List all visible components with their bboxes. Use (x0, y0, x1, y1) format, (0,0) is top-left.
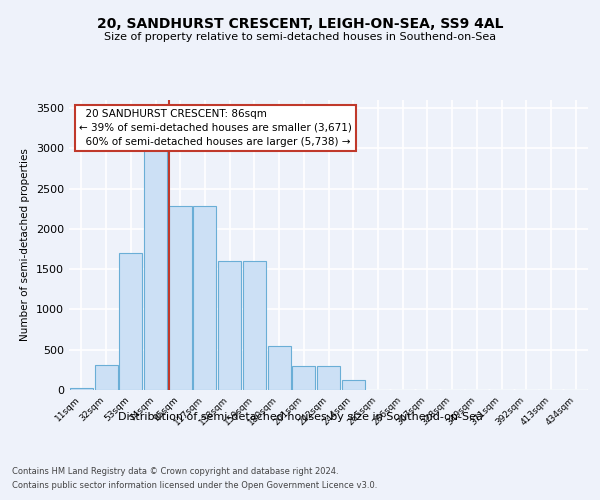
Bar (292, 366, 315, 390)
Text: Size of property relative to semi-detached houses in Southend-on-Sea: Size of property relative to semi-detach… (104, 32, 496, 42)
Bar (317, 366, 340, 390)
Text: Contains public sector information licensed under the Open Government Licence v3: Contains public sector information licen… (12, 481, 377, 490)
Bar (119, 253, 142, 390)
Bar (218, 261, 241, 390)
Text: Distribution of semi-detached houses by size in Southend-on-Sea: Distribution of semi-detached houses by … (118, 412, 482, 422)
Text: 20 SANDHURST CRESCENT: 86sqm  
← 39% of semi-detached houses are smaller (3,671): 20 SANDHURST CRESCENT: 86sqm ← 39% of se… (79, 108, 352, 146)
Bar (243, 261, 266, 390)
Text: Contains HM Land Registry data © Crown copyright and database right 2024.: Contains HM Land Registry data © Crown c… (12, 468, 338, 476)
Bar (169, 206, 192, 390)
Bar (268, 346, 290, 390)
Bar (70, 388, 93, 390)
Bar (95, 365, 118, 390)
Text: 20, SANDHURST CRESCENT, LEIGH-ON-SEA, SS9 4AL: 20, SANDHURST CRESCENT, LEIGH-ON-SEA, SS… (97, 18, 503, 32)
Y-axis label: Number of semi-detached properties: Number of semi-detached properties (20, 148, 31, 342)
Bar (342, 380, 365, 390)
Bar (193, 206, 217, 390)
Bar (144, 124, 167, 390)
